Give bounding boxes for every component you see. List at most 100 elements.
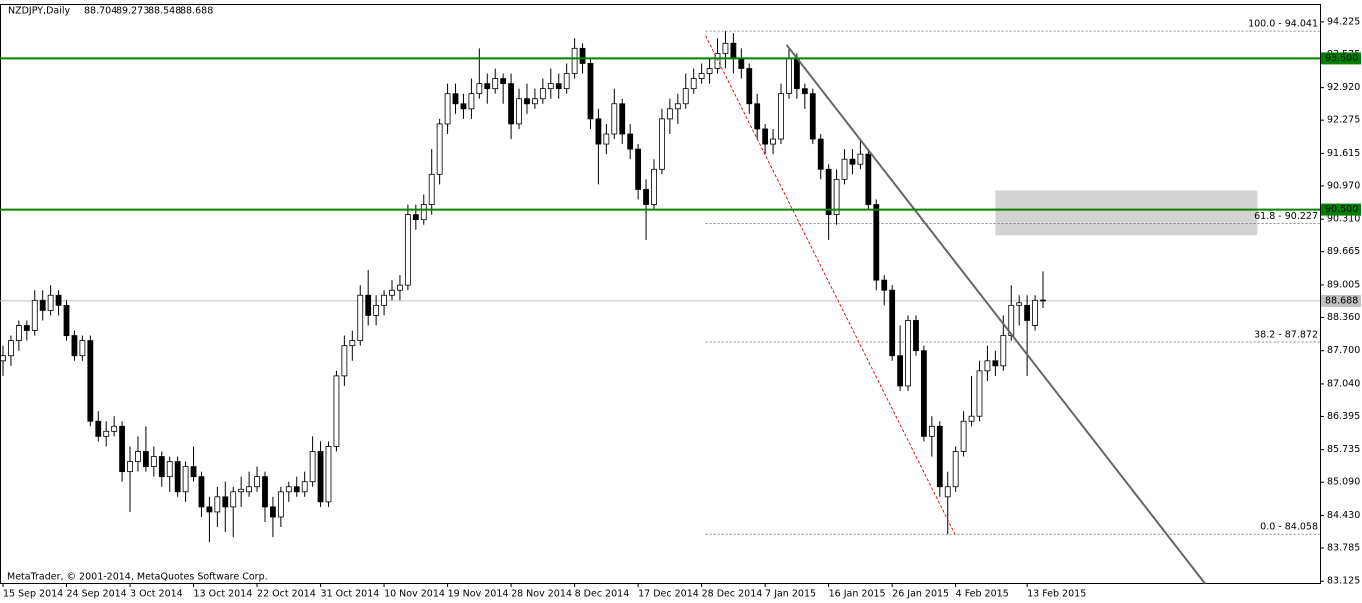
y-tick-label: 89.665 (1327, 246, 1360, 257)
x-tick-label: 3 Oct 2014 (130, 589, 183, 600)
level-tag (1321, 52, 1361, 65)
candle-body (508, 83, 514, 125)
candle-body (420, 204, 427, 221)
x-tick-label: 4 Feb 2015 (956, 589, 1009, 600)
candle-body (841, 158, 848, 180)
candle-body (801, 88, 808, 95)
candle-body (381, 294, 387, 306)
candle-body (285, 486, 292, 493)
candle-body (849, 158, 856, 165)
candle-body (47, 294, 54, 311)
candle-body (968, 415, 975, 422)
candle-body (349, 340, 356, 347)
candle-body (793, 58, 800, 90)
x-tick-label: 8 Dec 2014 (575, 589, 630, 600)
candle-body (436, 123, 443, 175)
candle-body (460, 103, 467, 110)
candle-body (357, 294, 364, 342)
y-tick-label: 84.430 (1327, 510, 1360, 521)
candle-body (63, 304, 70, 336)
candle-body (468, 93, 475, 110)
candle-body (182, 466, 189, 493)
candle-body (627, 133, 634, 150)
candle-body (921, 350, 927, 437)
candle-body (539, 88, 546, 100)
candle-body (166, 461, 173, 478)
candle-body (476, 83, 483, 95)
candle-body (579, 47, 586, 64)
candle-body (254, 476, 260, 488)
candle-body (524, 98, 530, 105)
x-tick-label: 22 Oct 2014 (257, 589, 316, 600)
candle-body (532, 98, 538, 105)
level-label: 93.500 (1325, 53, 1358, 64)
candle-body (325, 446, 332, 503)
marks: 100.0 - 94.041 61.8 - 90.227 38.2 - 87.872… (0, 19, 1320, 585)
candle-body (984, 360, 991, 372)
candle-body (1016, 302, 1023, 306)
candle-body (746, 68, 753, 105)
candle-body (333, 375, 340, 447)
x-tick-label: 7 Jan 2015 (765, 589, 816, 600)
y-tick-label: 88.360 (1327, 312, 1360, 323)
candle-body (87, 340, 94, 422)
candle-body (809, 93, 816, 140)
candle-body (444, 93, 451, 125)
candle-body (889, 289, 896, 357)
x-tick-label: 10 Nov 2014 (384, 589, 445, 600)
candle-body (341, 345, 348, 377)
candle-body (0, 355, 6, 362)
candle-body (992, 360, 999, 367)
candle-body (587, 63, 594, 120)
y-tick-label: 83.125 (1327, 576, 1360, 587)
candle-body (484, 83, 491, 90)
candle-body (960, 420, 967, 452)
candle-body (230, 491, 237, 508)
y-tick-label: 92.920 (1327, 82, 1360, 93)
candle-body (873, 204, 880, 281)
candle-body (913, 320, 919, 352)
candle-body (778, 93, 784, 140)
candle-body (158, 456, 165, 478)
candle-body (770, 138, 776, 145)
candle-body (881, 279, 888, 291)
x-tick-label: 26 Jan 2015 (892, 589, 949, 600)
candle-body (397, 284, 403, 291)
candle-body (143, 451, 149, 467)
candle-body (428, 173, 435, 205)
y-tick-label: 87.040 (1327, 378, 1360, 389)
x-tick-label: 19 Nov 2014 (448, 589, 509, 600)
candle-body (500, 78, 507, 85)
candle-body (865, 153, 872, 205)
open-value: 88.704 (84, 6, 117, 17)
candle-body (928, 425, 935, 437)
candle-body (1024, 304, 1031, 321)
level-label: 90.500 (1325, 204, 1358, 215)
candle-body (127, 461, 133, 473)
candle-body (389, 289, 395, 296)
candle-body (643, 189, 649, 205)
candle-body (1000, 335, 1007, 367)
candle-body (651, 168, 657, 205)
price-tag (1321, 294, 1361, 307)
candle-body (150, 456, 157, 467)
x-tick-label: 24 Sep 2014 (67, 589, 127, 600)
candle-body (452, 93, 459, 105)
trendline (785, 44, 1206, 585)
candle-body (270, 506, 276, 518)
candle-body (8, 340, 14, 357)
candle-body (317, 451, 324, 503)
level-tag (1321, 203, 1361, 216)
candle-body (738, 58, 745, 69)
candle-body (659, 118, 665, 170)
symbol: NZDJPY,Daily (8, 6, 70, 17)
candle-body (762, 128, 769, 145)
candle-body (404, 214, 411, 286)
x-tick-label: 28 Dec 2014 (702, 589, 763, 600)
candle-body (301, 481, 308, 493)
fib-label: 38.2 - 87.872 (1254, 330, 1318, 341)
candle-body (706, 68, 713, 74)
candle-body (547, 83, 554, 90)
candle-body (730, 42, 737, 59)
